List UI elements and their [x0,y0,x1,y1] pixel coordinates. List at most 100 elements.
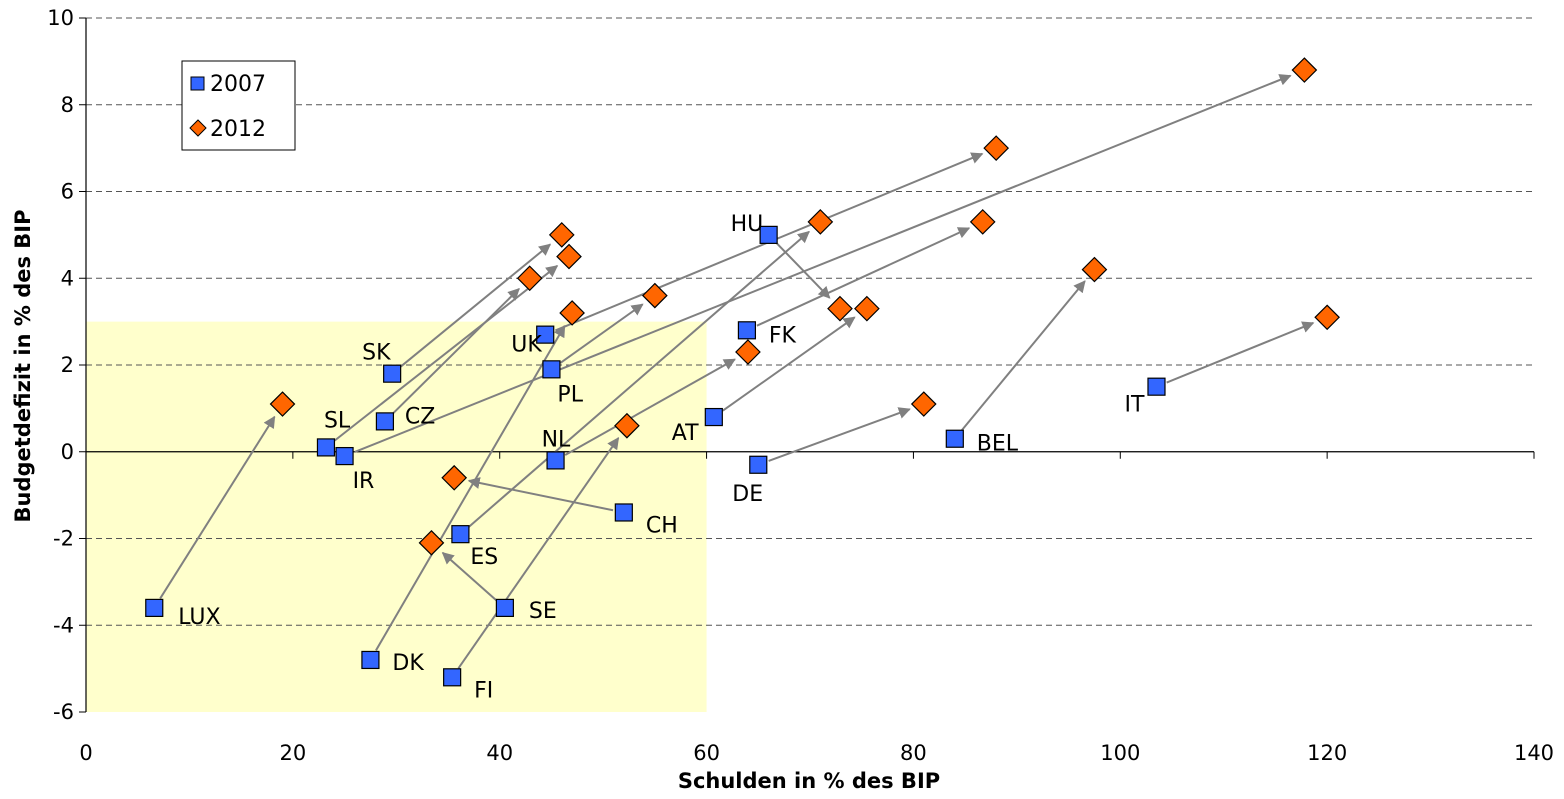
arrow-fi [457,437,620,669]
y-tick-label: 4 [61,266,74,290]
arrow-bel [961,280,1086,431]
legend-box [181,60,296,151]
arrow-fk [756,227,971,327]
arrow-ir [354,74,1292,453]
point-2007-cz [375,412,395,431]
y-tick-label: 6 [61,180,74,204]
point-2007-at [704,407,723,427]
point-label-bel: BEL [977,432,1019,457]
arrow-hu [775,242,831,299]
point-2007-de [749,455,768,474]
arrow-cz [392,287,520,415]
point-2012-fi [614,412,640,439]
legend-label-2007: 2007 [210,72,266,97]
point-2012-ir [1291,57,1318,83]
legend-label-2012: 2012 [210,117,266,142]
point-2007-se [495,598,514,618]
point-2012-de [910,391,937,417]
point-2007-ch [614,503,633,522]
point-label-hu: HU [731,212,764,237]
point-2012-it [1314,304,1340,331]
change-arrows [159,74,1315,669]
arrow-nl [564,358,736,456]
point-2012-nl [735,339,761,365]
point-2007-es [451,525,470,544]
tick-labels: 0 20 40 60 80 100 120 140 -6 -4 -2 0 2 4 6 8 10 [47,6,1554,765]
point-label-es: ES [470,545,498,570]
y-tick-label: 0 [61,440,74,464]
point-2012-sl [556,243,582,270]
arrow-at [722,316,856,412]
point-2007-lux [145,598,164,618]
x-tick-label: 140 [1514,741,1554,765]
arrow-sk [400,243,552,368]
arrow-it [1166,321,1315,384]
point-label-pl: PL [557,382,583,407]
point-2007-fk [737,321,757,340]
y-tick-label: -2 [53,527,74,551]
arrow-se [441,551,498,602]
x-tick-label: 120 [1307,741,1347,765]
point-2007-ir [335,446,354,466]
point-2012-dk [559,300,585,326]
point-label-lux: LUX [178,605,220,630]
point-2012-at [854,295,880,322]
point-2007-bel [945,429,964,448]
y-tick-label: 8 [61,93,74,117]
x-tick-label: 40 [486,741,513,765]
y-tick-label: 2 [61,353,74,377]
data-points [145,57,1340,687]
y-tick-label: -6 [53,700,74,724]
point-2007-nl [546,451,565,470]
point-2007-pl [542,360,561,379]
point-label-fk: FK [769,323,797,348]
point-label-de: DE [732,482,763,507]
point-label-ir: IR [353,469,375,494]
y-axis-title: Budgetdefizit in % des BIP [11,209,35,522]
arrow-lux [159,415,276,600]
point-2012-cz [516,265,543,292]
arrow-sl [333,265,559,442]
point-label-cz: CZ [405,404,435,429]
point-2012-se [418,529,445,556]
point-2012-sk [548,222,575,248]
point-2007-hu [759,225,778,244]
x-tick-label: 20 [279,741,306,765]
point-2007-fi [443,668,462,687]
y-tick-label: -4 [53,613,74,637]
point-label-ch: CH [646,513,678,538]
x-tick-label: 0 [79,741,92,765]
legend-marker-2012 [189,119,207,137]
arrow-pl [559,303,644,364]
point-2007-sk [383,364,402,383]
point-2012-bel [1081,256,1108,283]
point-2012-lux [269,391,296,417]
x-axis-title: Schulden in % des BIP [678,769,940,793]
point-label-dk: DK [392,651,424,676]
point-2012-uk [983,135,1010,161]
point-2007-it [1147,377,1166,396]
x-tick-label: 100 [1100,741,1140,765]
point-2012-ch [441,464,468,491]
legend-marker-2007 [190,76,205,91]
x-tick-label: 80 [900,741,927,765]
point-2012-es [807,209,834,235]
x-tick-label: 60 [693,741,720,765]
point-2012-fk [969,209,996,235]
y-tick-label: 10 [47,6,74,30]
point-label-uk: UK [511,333,542,358]
point-2007-uk [536,325,555,344]
point-2012-pl [642,282,668,309]
highlight-region [86,321,707,712]
point-2012-hu [827,295,853,322]
point-2007-dk [361,650,380,670]
arrow-es [468,230,810,528]
point-label-sk: SK [362,341,391,366]
point-label-it: IT [1124,393,1144,418]
point-labels: LUX SL IR SK CZ DK FI ES SE UK PL NL CH AT FK DE HU BEL IT [178,212,1145,703]
arrow-de [768,407,911,462]
point-label-nl: NL [542,427,571,452]
point-2007-sl [316,438,336,457]
legend: 2007 2012 [181,60,296,151]
